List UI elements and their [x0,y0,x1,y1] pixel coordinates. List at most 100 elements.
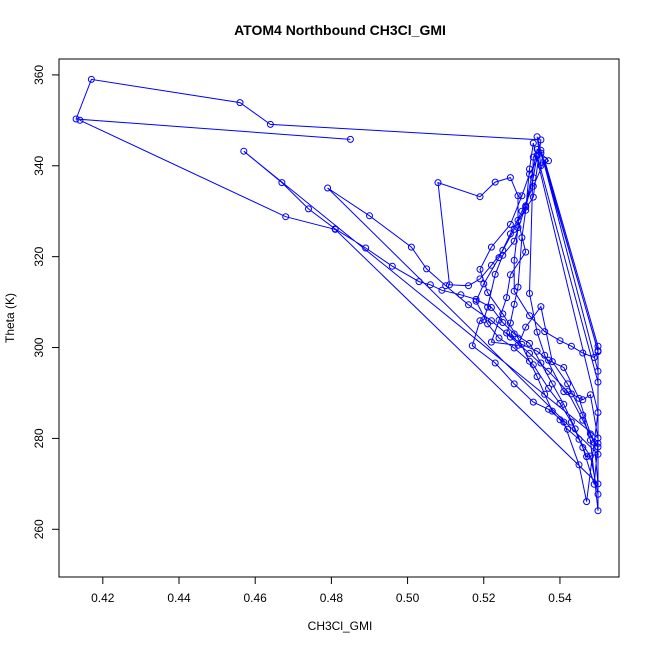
data-point [560,400,568,408]
data-point [423,265,431,273]
data-point [514,224,522,232]
y-tick-label: 260 [32,519,46,539]
data-point [282,213,290,221]
x-tick-label: 0.52 [472,591,496,605]
data-point [579,349,587,357]
data-point [236,99,244,107]
data-point [533,133,541,141]
data-point [526,357,533,365]
data-point [560,388,568,396]
data-point [518,340,526,348]
x-tick-label: 0.54 [548,591,572,605]
data-point [537,303,545,311]
data-point [506,333,514,341]
series-layer [72,75,602,515]
data-point [590,480,598,488]
data-point [434,179,442,187]
data-point [579,411,587,419]
data-point [480,280,488,288]
data-point [388,262,396,270]
data-point [305,205,312,213]
data-point [487,338,495,346]
data-point [324,184,332,192]
data-point [510,380,518,388]
data-point [575,461,583,469]
data-point [472,295,480,303]
y-axis-label: Theta (K) [3,293,17,343]
data-point [495,316,503,324]
data-point [495,334,503,342]
data-point [526,339,533,347]
data-point [567,342,575,350]
x-tick-label: 0.50 [396,591,420,605]
data-point [522,248,530,256]
data-point [514,283,522,291]
data-point [446,281,453,289]
data-point [415,278,423,286]
data-point [346,135,354,143]
data-point [514,192,522,200]
data-point [533,347,541,355]
data-point [484,303,492,311]
data-point [72,115,80,123]
data-point [567,418,575,426]
data-point [586,452,594,460]
data-point [594,434,602,442]
data-point [87,75,95,83]
data-point [426,281,434,289]
data-point [480,316,488,324]
data-point [442,282,450,290]
data-point [510,344,518,352]
data-point [476,275,484,283]
x-tick-label: 0.48 [320,591,344,605]
data-point [526,290,533,297]
y-axis: 260 280 300 320 340 360 [32,65,60,539]
data-point [541,351,549,359]
data-point [487,317,495,325]
data-point [510,287,518,295]
data-point [594,409,602,416]
data-point [529,139,537,147]
data-point [503,329,511,337]
data-point [537,359,545,367]
data-point [537,146,545,154]
y-tick-label: 360 [32,65,46,85]
data-point [518,192,526,200]
data-point [564,380,572,388]
x-tick-label: 0.46 [244,591,268,605]
data-point [575,435,583,443]
data-point [556,399,564,407]
data-point [465,282,472,290]
data-point [594,348,602,356]
data-point [476,317,484,325]
data-point [579,444,587,451]
data-point [529,182,537,190]
data-point [545,367,552,375]
data-point [240,147,248,155]
data-point [594,439,602,447]
data-point [278,179,286,187]
data-point [583,498,591,506]
data-point [503,294,511,302]
x-tick-label: 0.42 [91,591,115,605]
data-point [522,323,530,331]
data-point [514,216,522,224]
data-point [594,342,602,350]
chart-title: ATOM4 Northbound CH3Cl_GMI [234,22,446,38]
data-point [514,334,522,342]
data-point [499,251,507,259]
data-point [506,220,514,228]
data-point [537,149,545,157]
data-point [476,265,484,273]
data-point [556,337,564,345]
data-point [518,207,526,215]
data-point [510,256,518,264]
data-point [518,234,526,242]
data-point [491,359,499,367]
data-point [506,230,514,238]
data-point [522,203,530,211]
data-point [545,157,552,165]
data-point [407,243,415,251]
